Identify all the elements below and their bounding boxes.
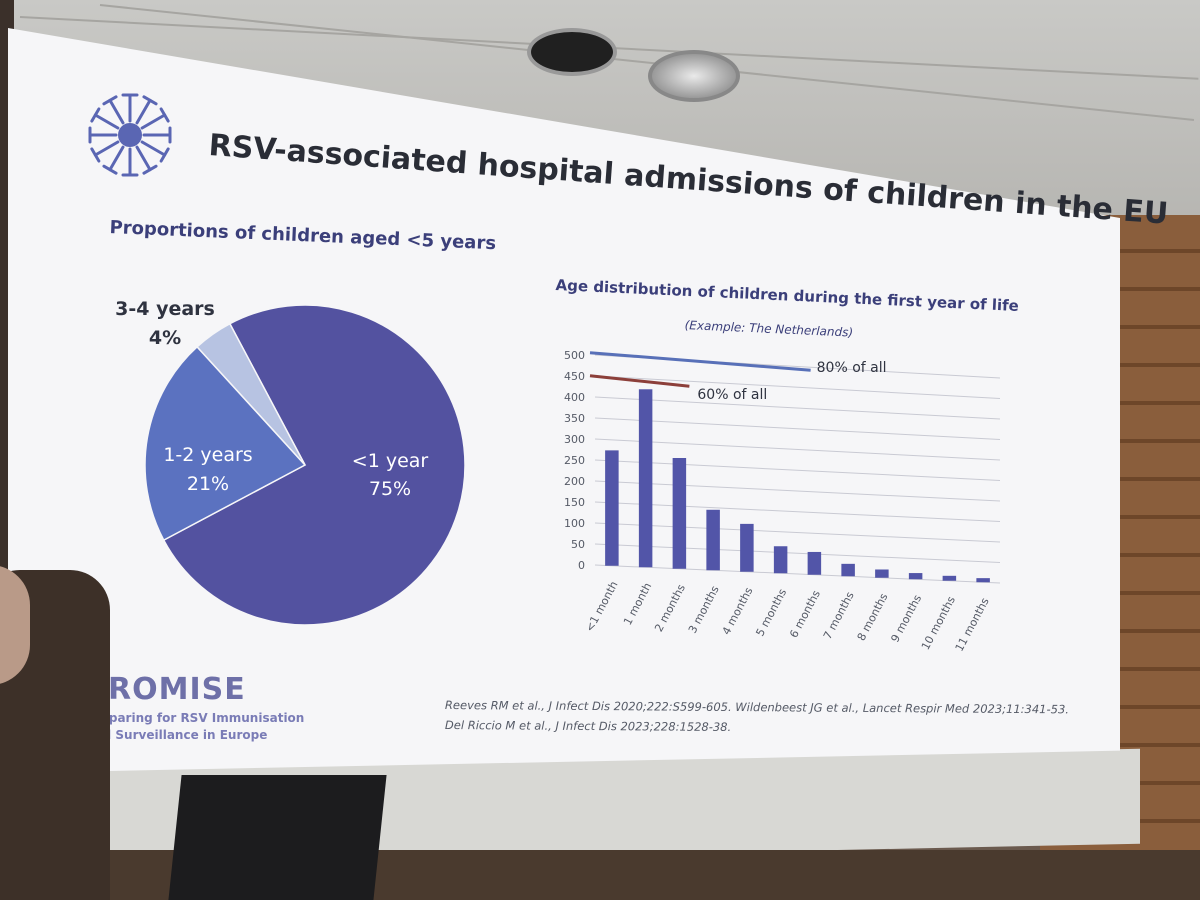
gridline [594,522,1001,543]
gridline [594,375,1001,399]
x-tick-label: 8 months [855,591,891,643]
bar-4 [740,523,754,572]
y-tick-label: 250 [564,454,585,467]
gridline [594,417,1001,440]
annotation-line-1 [589,374,690,388]
brand-tagline: Preparing for RSV Immunisation and Surve… [86,710,304,744]
ceiling-light [527,28,617,76]
bar-9 [908,573,923,580]
gridline [594,438,1001,461]
pie-value-label-0: 75% [369,478,411,500]
ceiling-light [648,50,740,102]
y-tick-label: 200 [564,475,585,488]
annotation-label-0: 80% of all [817,360,887,376]
promise-logo-icon [88,93,172,177]
bar-11 [976,578,990,583]
y-tick-label: 100 [564,517,585,530]
gridline [594,543,1001,563]
bar-1 [638,389,653,568]
x-tick-label: 4 months [720,585,756,637]
brand-logo-text: PROMISE [85,672,246,707]
y-tick-label: 300 [564,433,585,446]
x-tick-label: 3 months [686,583,722,635]
gridline [594,501,1001,522]
y-tick-label: 150 [564,496,585,509]
y-tick-label: 50 [571,538,585,551]
bar-7 [841,563,855,577]
bar-8 [875,569,889,578]
pie-chart: <1 year 75% 1-2 years 21% 3-4 years 4% [115,298,466,626]
bar-5 [773,546,788,574]
brand-tagline-line1: Preparing for RSV Immunisation [86,711,305,725]
reference-line-2: Del Riccio M et al., J Infect Dis 2023;2… [444,718,732,734]
bar-chart: 0 50 100 150 200 250 300 350 400 450 500 <1 month 1 … [564,349,1001,654]
x-tick-label: 6 months [787,588,823,640]
bar-2 [672,458,687,569]
y-tick-label: 500 [564,349,585,362]
x-tick-label: 9 months [888,592,924,644]
pie-label-1: 1-2 years [163,444,252,466]
x-tick-label: 2 months [652,582,688,634]
annotation-line-0 [589,351,811,372]
y-tick-label: 350 [564,412,585,425]
x-tick-label: 11 months [953,595,992,653]
gridline [594,480,1001,502]
gridline [594,564,1001,584]
pie-slice-lt1-year [162,304,466,626]
y-tick-label: 450 [564,370,585,383]
x-tick-label: 10 months [919,594,958,652]
gridline [594,459,1001,481]
y-tick-label: 0 [578,559,585,572]
pie-value-label-1: 21% [187,473,229,495]
pie-label-0: <1 year [352,450,429,472]
laptop [168,775,387,900]
x-tick-label: 5 months [753,586,789,638]
pie-slice-1-2-years [144,345,307,542]
brand-tagline-line2: and Surveillance in Europe [86,728,268,742]
y-tick-label: 400 [564,391,585,404]
gridline [594,396,1001,420]
bar-6 [807,551,822,575]
pie-value-label-2: 4% [149,327,181,349]
annotation-label-1: 60% of all [697,387,767,403]
bar-0 [605,450,619,566]
bar-10 [942,575,957,581]
x-tick-label: 7 months [821,589,857,641]
bar-3 [706,509,720,571]
x-tick-label: <1 month [583,579,621,634]
x-tick-label: 1 month [621,581,654,628]
pie-label-2: 3-4 years [115,298,215,320]
pie-slice-3-4-years [196,322,306,466]
